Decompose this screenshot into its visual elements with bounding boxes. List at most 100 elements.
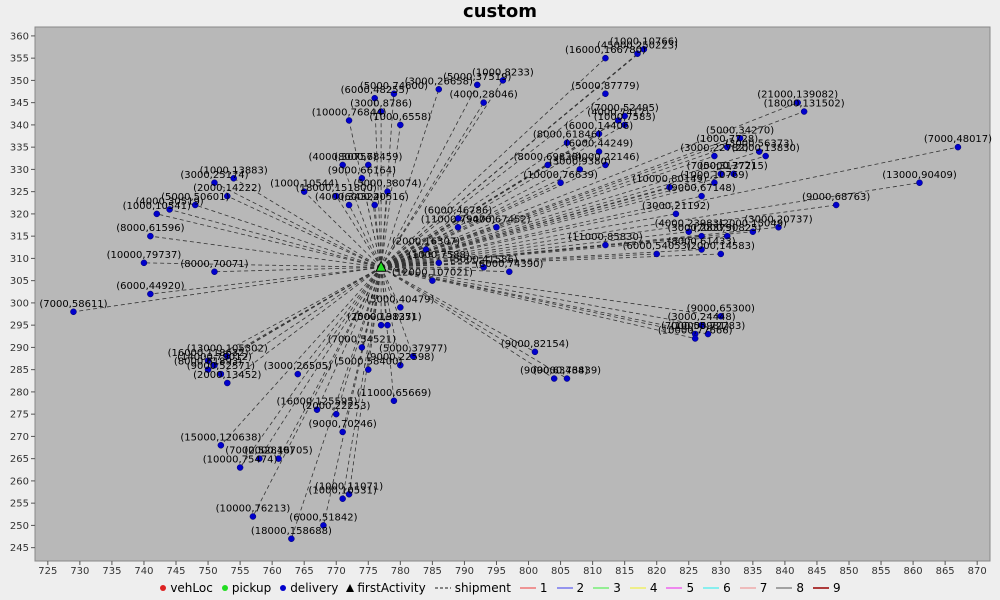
delivery-point <box>339 428 346 436</box>
point-label: (8000,61433) <box>667 237 735 248</box>
delivery-point <box>595 130 603 138</box>
delivery-point <box>211 268 218 275</box>
delivery-point <box>506 268 513 275</box>
point-label: (7000,58611) <box>39 299 107 310</box>
delivery-point <box>384 188 391 195</box>
point-label: (5000,38074) <box>353 179 421 190</box>
shipment-line <box>233 177 382 268</box>
y-tick-label: 265 <box>10 454 29 465</box>
delivery-point <box>723 232 731 240</box>
point-label: (1000,7728) <box>696 134 758 145</box>
y-tick-label: 295 <box>10 321 29 332</box>
point-label: (10000,76639) <box>523 170 598 181</box>
x-tick-label: 795 <box>487 566 506 577</box>
point-label: (10000,76844) <box>312 107 387 118</box>
point-label: (5000,87779) <box>571 81 639 92</box>
legend-swatch <box>666 587 683 589</box>
delivery-point <box>313 406 321 413</box>
shipment-line <box>381 249 702 268</box>
shipment-line <box>239 267 382 468</box>
point-label: (3000,9380) <box>549 156 611 167</box>
x-tick-label: 730 <box>70 566 89 577</box>
delivery-point <box>204 357 212 364</box>
shipment-line <box>367 164 382 268</box>
delivery-point <box>563 139 571 146</box>
delivery-point <box>602 54 609 62</box>
delivery-point <box>275 455 282 462</box>
delivery-point <box>602 161 609 169</box>
point-label: (3000,26505) <box>264 361 332 372</box>
delivery-point <box>653 250 660 258</box>
point-label: (5000,41586) <box>450 254 518 265</box>
point-label: (1000,13883) <box>200 165 268 176</box>
delivery-point <box>377 321 385 329</box>
point-label: (7000,52495) <box>591 103 659 114</box>
point-label: (4000,30757) <box>309 152 377 163</box>
legend-swatch <box>593 587 610 589</box>
point-label: (8000,68459) <box>334 152 402 163</box>
legend-swatch <box>160 585 167 591</box>
delivery-point <box>365 366 372 373</box>
point-label: (2000,22253) <box>302 401 370 412</box>
shipment-line <box>303 191 382 268</box>
shipment-line <box>374 98 382 268</box>
depot-marker <box>375 260 387 272</box>
point-label: (4000,30519) <box>135 196 203 207</box>
x-tick-label: 865 <box>936 566 955 577</box>
shipment-line <box>169 209 382 268</box>
point-label: (8000,74390) <box>475 259 543 270</box>
delivery-point <box>550 375 558 382</box>
legend-label: firstActivity <box>357 581 426 595</box>
delivery-point <box>397 304 404 311</box>
delivery-point <box>711 179 718 186</box>
shipment-line <box>207 266 382 362</box>
delivery-point <box>717 250 725 258</box>
point-label: (1000,11071) <box>315 481 383 492</box>
x-tick-label: 830 <box>711 566 730 577</box>
delivery-point <box>332 410 340 418</box>
delivery-point <box>704 330 712 338</box>
delivery-point <box>166 206 173 213</box>
point-label: (18000,131502) <box>764 99 845 110</box>
shipment-line <box>278 267 382 459</box>
delivery-point <box>390 90 398 97</box>
shipment-line <box>380 169 580 268</box>
shipment-line <box>150 235 382 268</box>
point-label: (1000,7588) <box>408 250 470 261</box>
point-label: (10000,80149) <box>632 174 707 185</box>
delivery-point <box>371 201 378 209</box>
point-label: (9000,82154) <box>501 339 569 350</box>
delivery-point <box>249 513 257 520</box>
delivery-point <box>691 335 699 342</box>
delivery-point <box>602 241 609 249</box>
legend-label: 8 <box>796 581 805 595</box>
delivery-point <box>211 179 218 186</box>
point-label: (1000,10769) <box>680 170 748 181</box>
shipment-line <box>380 191 388 268</box>
legend-label: 9 <box>833 581 841 595</box>
point-label: (5000,37519) <box>443 72 511 83</box>
delivery-point <box>256 455 263 462</box>
x-tick-label: 775 <box>359 566 378 577</box>
y-tick-label: 360 <box>10 31 29 42</box>
x-tick-label: 870 <box>968 566 987 577</box>
delivery-point <box>320 522 327 529</box>
delivery-point <box>775 224 782 231</box>
point-label: (3000,26658) <box>405 76 473 87</box>
y-tick-label: 255 <box>10 499 29 510</box>
legend-label: 6 <box>723 581 731 595</box>
delivery-point <box>717 170 725 178</box>
y-tick-label: 275 <box>10 410 29 421</box>
point-label: (14000,79012) <box>177 352 252 363</box>
shipment-line <box>381 173 734 268</box>
point-label: (13000,105302) <box>187 343 268 354</box>
y-tick-label: 345 <box>10 98 29 109</box>
delivery-point <box>332 192 340 200</box>
delivery-point <box>339 161 346 169</box>
legend-item: vehLoc <box>159 581 213 595</box>
legend-item: 2 <box>556 581 584 595</box>
point-label: (9000,52571) <box>187 361 255 372</box>
point-label: (4000,22146) <box>571 152 639 163</box>
shipment-line <box>381 266 721 317</box>
delivery-point <box>217 370 225 378</box>
